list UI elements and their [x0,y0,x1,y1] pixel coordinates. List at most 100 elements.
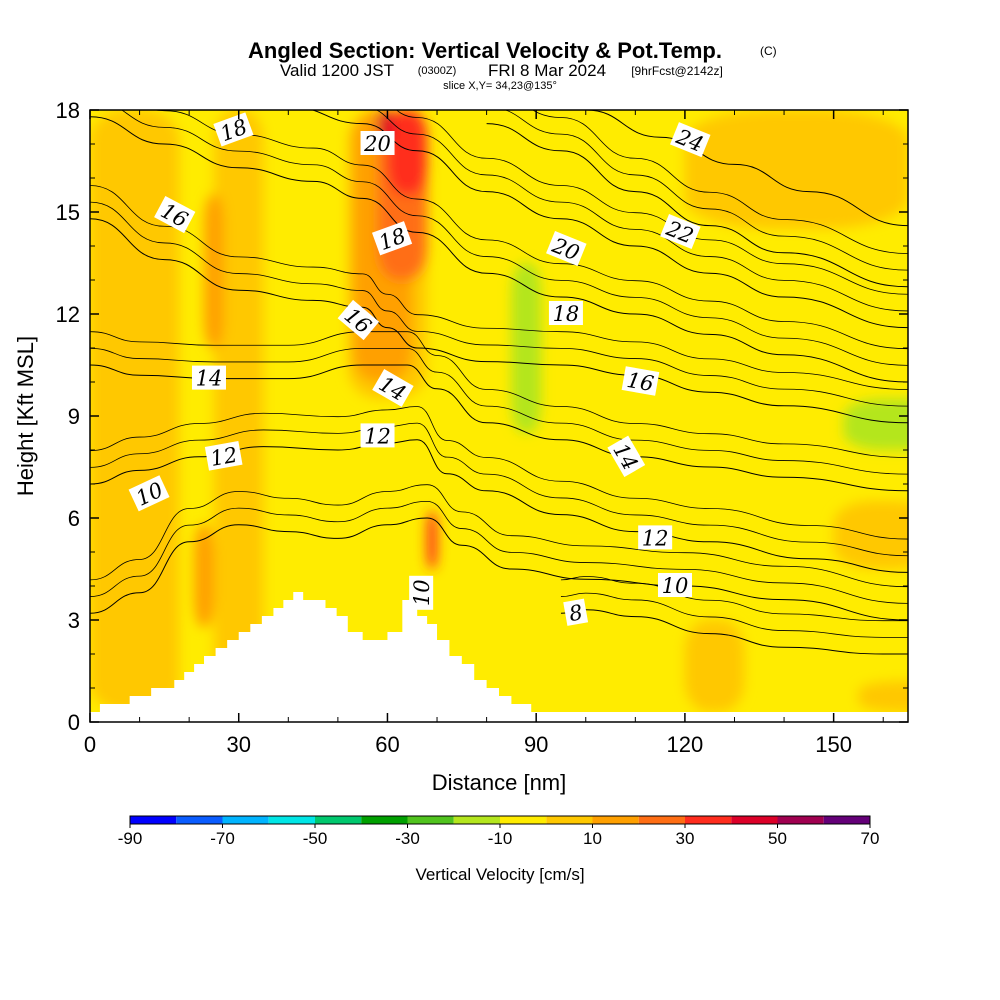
isentrope-minor [375,110,908,312]
isentrope-minor [90,331,908,458]
colorbar-tick-label: -50 [303,829,328,848]
colorbar: -90 -70 -50 -30 -10 10 30 50 70 [118,815,880,848]
contour-label: 10 [657,573,692,598]
contour-label-bg [669,122,711,158]
velocity-region-13 [833,501,908,569]
contour-label-bg [191,365,226,390]
contour-label-bg [128,475,170,512]
x-tick-label: 0 [84,732,96,757]
velocity-region-11 [843,399,908,450]
isentrope-minor [504,110,908,271]
isentrope-minor [90,185,908,390]
colorbar-segment [500,816,547,824]
chart-title: Angled Section: Vertical Velocity & Pot.… [248,38,722,63]
contour-label-bg [154,195,196,234]
contour-label-bg [360,423,395,448]
velocity-region-10 [511,263,542,433]
contour-label-bg [213,112,254,147]
isentrope-10 [90,517,908,621]
colorbar-segment [176,816,223,824]
colorbar-tick-label: 10 [583,829,602,848]
terrain-mask [90,592,908,722]
colorbar-segment [731,816,778,824]
contour-label-text: 12 [209,443,239,471]
isentrope-8 [560,609,908,655]
velocity-region-0 [90,110,180,712]
contour-label: 12 [638,525,673,550]
velocity-region-14 [684,620,745,712]
colorbar-label: Vertical Velocity [cm/s] [415,865,584,884]
contour-label: 14 [191,365,226,391]
x-tick-label: 150 [815,732,852,757]
contour-label-text: 12 [364,424,391,448]
y-tick-label: 3 [68,608,80,633]
velocity-region-15 [858,681,908,712]
velocity-region-2 [204,195,224,348]
colorbar-tick-label: 70 [861,829,880,848]
x-tick-label: 90 [524,732,548,757]
colorbar-tick-label: -90 [118,829,143,848]
slice-info: slice X,Y= 34,23@135° [443,80,557,92]
colorbar-segment [823,816,870,824]
colorbar-segment [315,816,362,824]
colorbar-tick-label: -10 [488,829,513,848]
contour-label-text: 8 [567,600,584,626]
colorbar-tick-label: 50 [768,829,787,848]
contour-label-text: 12 [642,526,669,550]
contour-label-bg [657,573,692,597]
isentrope-minor [560,592,908,638]
colorbar-tick-label: 30 [676,829,695,848]
contour-label-bg [607,435,646,478]
utc-time: (0300Z) [418,65,457,77]
y-axis-label: Height [Kft MSL] [13,336,38,496]
contour-label-bg [660,213,701,249]
isentrope-minor [90,201,908,407]
velocity-region-12 [684,110,908,229]
colorbar-segment [453,816,500,824]
isentrope-20 [310,110,908,329]
isentrope-minor [90,484,908,588]
x-axis-ticks: 0 30 60 90 120 150 [84,110,884,757]
isentrope-minor [90,347,908,475]
contour-label: 20 [546,230,587,266]
copyright-mark: (C) [760,44,777,58]
x-tick-label: 120 [667,732,704,757]
contour-label-bg [371,221,413,256]
colorbar-segment [546,816,593,824]
contour-label-bg [621,366,660,396]
x-tick-label: 60 [375,732,399,757]
contour-label: 12 [360,423,395,448]
valid-date: FRI 8 Mar 2024 [488,61,606,80]
isentrope-minor [560,576,908,622]
colorbar-segment [777,816,824,824]
contour-label-bg [360,131,395,155]
isentrope-16 [90,218,908,424]
contour-label: 18 [548,301,583,326]
y-tick-label: 0 [68,710,80,735]
forecast-info: [9hrFcst@2142z] [631,64,723,78]
contour-label: 18 [371,221,413,256]
colorbar-segment [361,816,408,824]
contour-label-bg [548,301,583,325]
contour-label-bg [409,575,434,610]
contour-label: 12 [204,441,243,471]
contour-label: 20 [360,131,395,156]
y-axis-ticks: 0 3 6 9 12 15 18 [56,98,908,735]
contour-label-bg [638,525,673,550]
contour-label-text: 18 [553,302,580,326]
y-tick-label: 18 [56,98,80,123]
velocity-region-1 [213,110,264,705]
isentrope-minor [532,110,908,254]
velocity-region-3 [194,524,214,627]
contour-label-text: 20 [363,132,391,156]
contour-label: 16 [621,366,660,396]
colorbar-tick-label: -70 [210,829,235,848]
isentrope-minor [90,422,908,557]
isentrope-minor [395,110,908,295]
colorbar-segment [592,816,639,824]
colorbar-segment [222,816,269,824]
y-tick-label: 6 [68,506,80,531]
